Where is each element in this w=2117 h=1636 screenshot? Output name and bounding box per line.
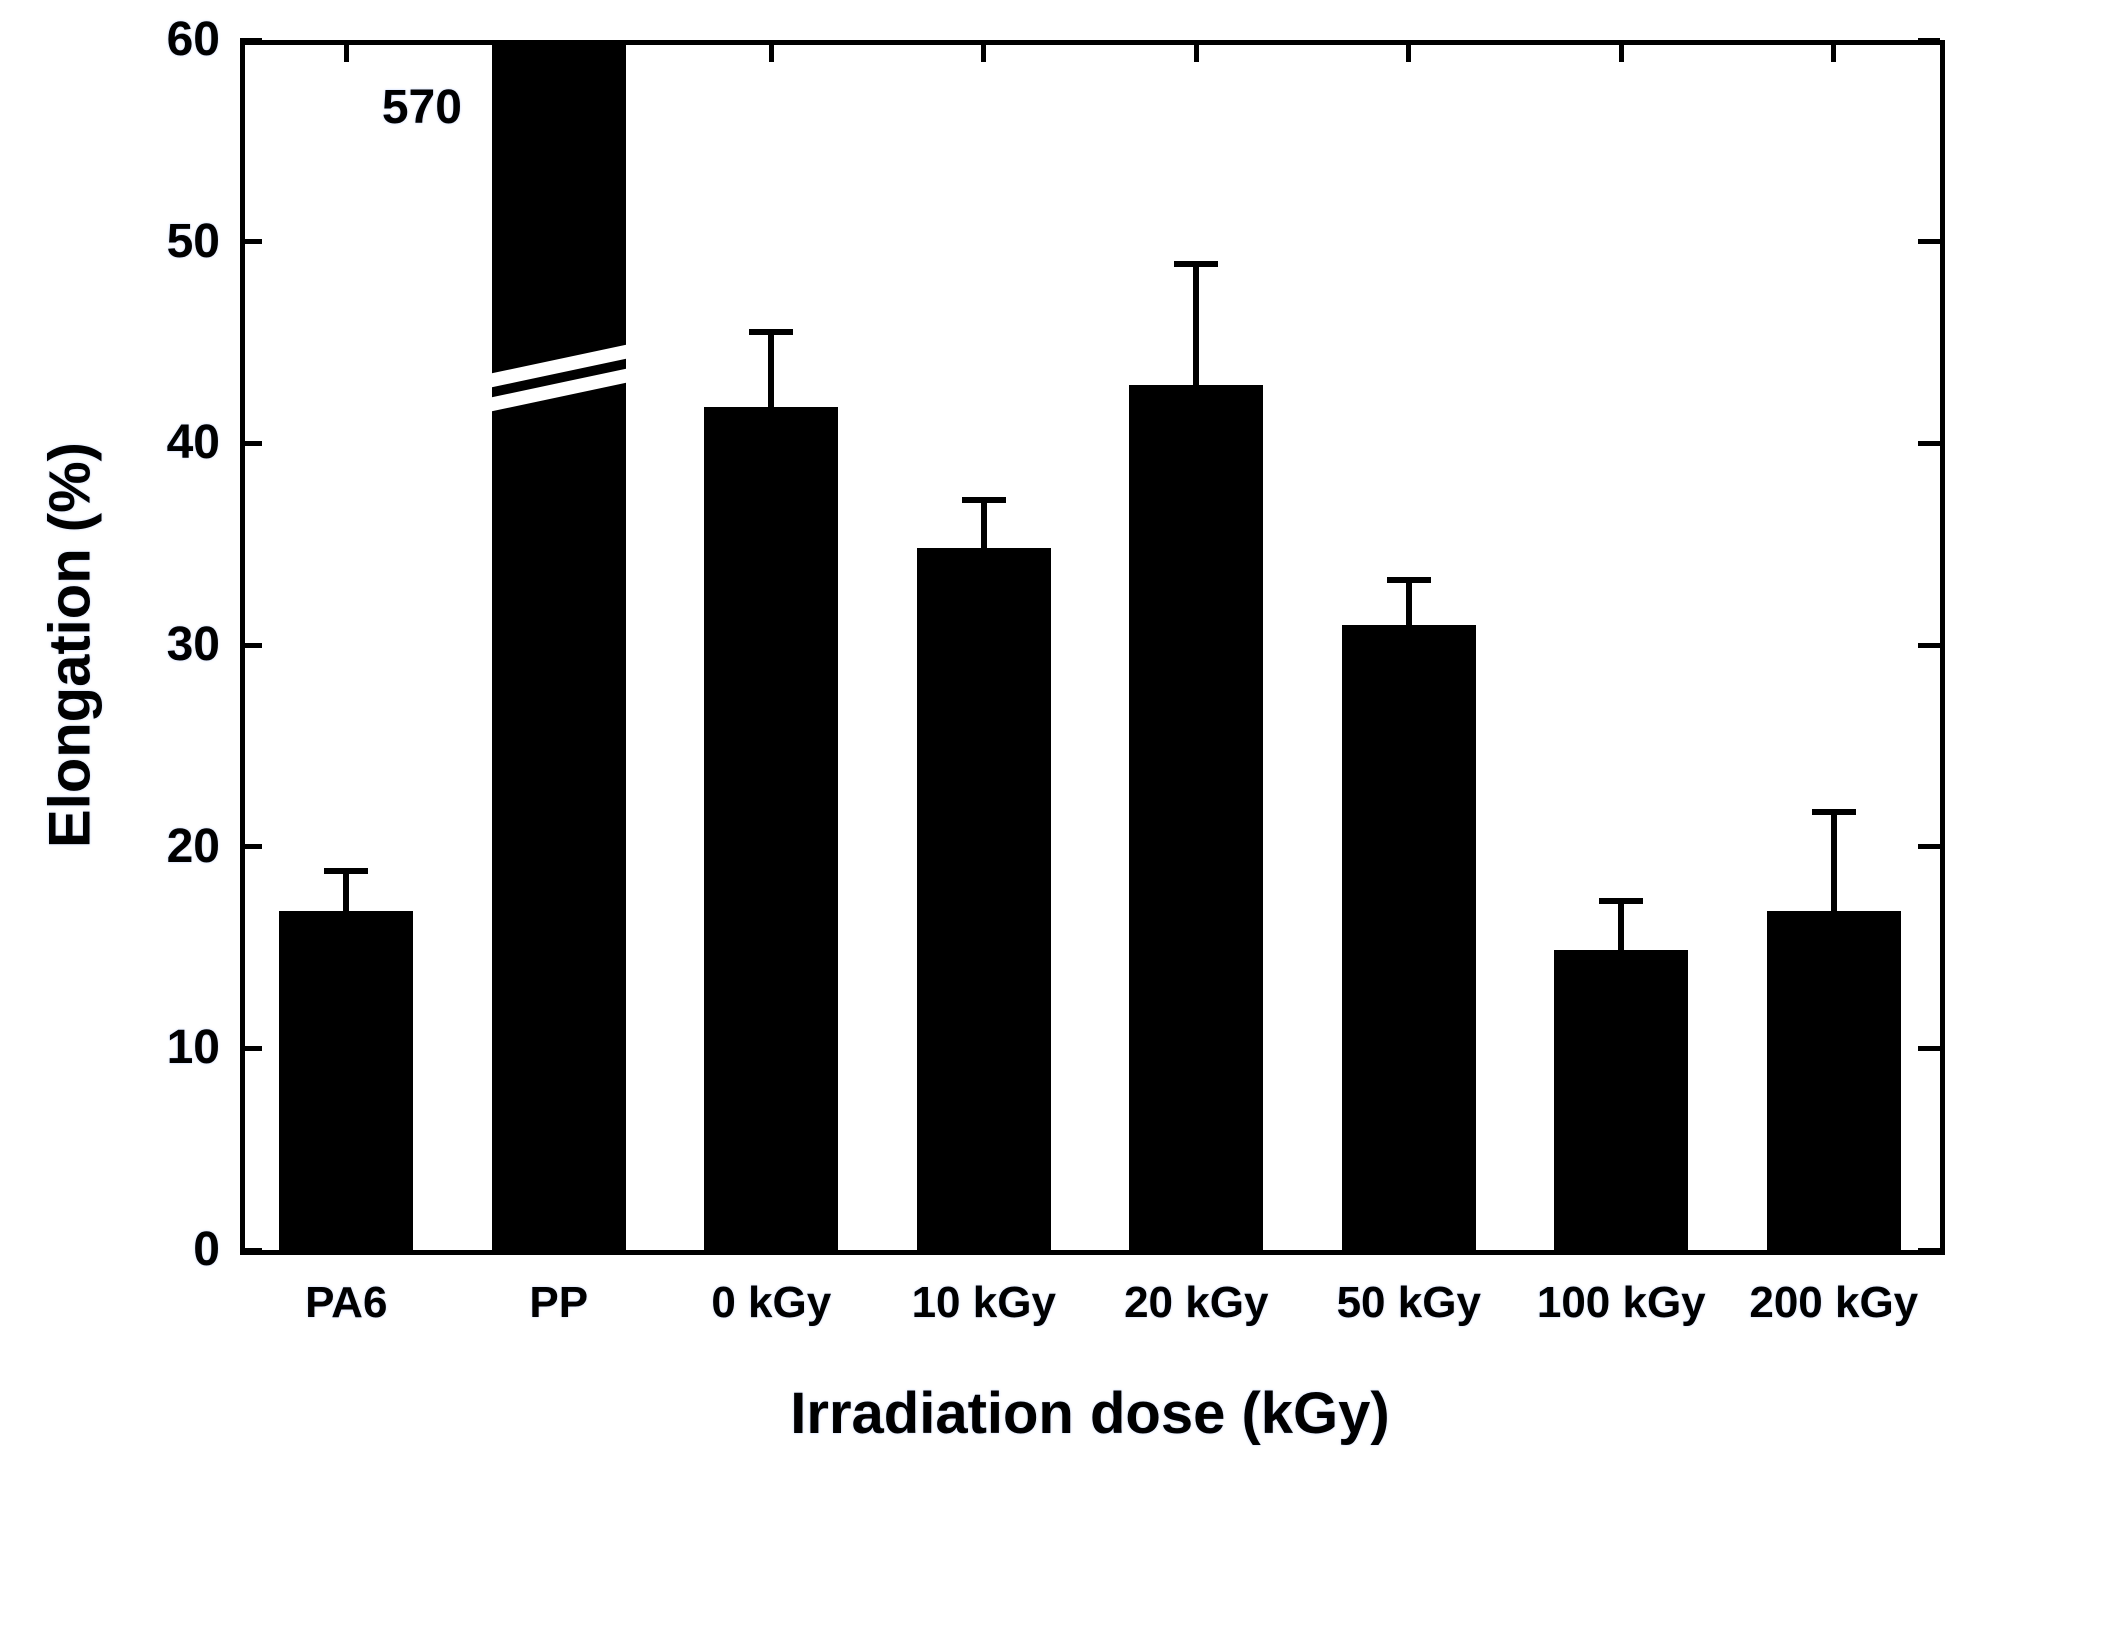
error-bar-stem <box>981 500 987 548</box>
bar <box>704 407 838 1250</box>
error-bar-cap <box>749 329 793 335</box>
error-bar-stem <box>1618 901 1624 949</box>
x-tick-label: 50 kGy <box>1337 1278 1481 1328</box>
x-tick-label: 20 kGy <box>1124 1278 1268 1328</box>
right-axis-line <box>1940 40 1945 1255</box>
bar <box>1129 385 1263 1250</box>
x-axis-label: Irradiation dose (kGy) <box>790 1380 1389 1447</box>
y-tick <box>240 643 262 648</box>
y-tick <box>240 1046 262 1051</box>
error-bar-cap <box>1387 577 1431 583</box>
y-tick-label: 10 <box>0 1020 220 1075</box>
x-tick-label: 200 kGy <box>1749 1278 1918 1328</box>
pp-value-annotation: 570 <box>382 80 462 135</box>
y-tick <box>240 239 262 244</box>
x-tick-label: 0 kGy <box>711 1278 831 1328</box>
x-tick <box>1619 40 1624 62</box>
error-bar-stem <box>1831 812 1837 911</box>
error-bar-cap <box>1812 809 1856 815</box>
x-tick <box>1194 40 1199 62</box>
y-axis-line <box>240 40 245 1255</box>
x-tick <box>769 40 774 62</box>
figure: Elongation (%) Irradiation dose (kGy) 01… <box>0 0 2117 1636</box>
y-tick-label: 60 <box>0 12 220 67</box>
x-tick <box>1406 40 1411 62</box>
bar <box>1342 625 1476 1250</box>
bar <box>917 548 1051 1250</box>
bar <box>279 911 413 1250</box>
y-tick <box>240 441 262 446</box>
y-tick <box>240 1248 262 1253</box>
error-bar-stem <box>1406 580 1412 624</box>
error-bar-cap <box>1599 898 1643 904</box>
y-tick <box>1918 1046 1940 1051</box>
error-bar-cap <box>1174 261 1218 267</box>
x-tick <box>1831 40 1836 62</box>
bar <box>1767 911 1901 1250</box>
y-tick <box>240 38 262 43</box>
y-tick-label: 30 <box>0 617 220 672</box>
y-tick <box>1918 643 1940 648</box>
error-bar-cap <box>962 497 1006 503</box>
y-tick-label: 50 <box>0 214 220 269</box>
y-tick-label: 0 <box>0 1222 220 1277</box>
y-tick <box>1918 844 1940 849</box>
error-bar-stem <box>343 871 349 911</box>
x-axis-line <box>240 1250 1945 1255</box>
bar <box>492 40 626 1250</box>
y-tick-label: 40 <box>0 415 220 470</box>
error-bar-stem <box>768 332 774 407</box>
y-tick <box>1918 441 1940 446</box>
x-tick-label: PA6 <box>305 1278 387 1328</box>
y-tick-label: 20 <box>0 819 220 874</box>
y-tick <box>1918 38 1940 43</box>
y-tick <box>1918 1248 1940 1253</box>
x-tick-label: PP <box>529 1278 588 1328</box>
x-tick-label: 100 kGy <box>1537 1278 1706 1328</box>
x-tick <box>981 40 986 62</box>
error-bar-stem <box>1193 264 1199 385</box>
x-tick <box>344 40 349 62</box>
error-bar-cap <box>324 868 368 874</box>
y-tick <box>240 844 262 849</box>
bar <box>1554 950 1688 1250</box>
x-tick-label: 10 kGy <box>912 1278 1056 1328</box>
y-tick <box>1918 239 1940 244</box>
